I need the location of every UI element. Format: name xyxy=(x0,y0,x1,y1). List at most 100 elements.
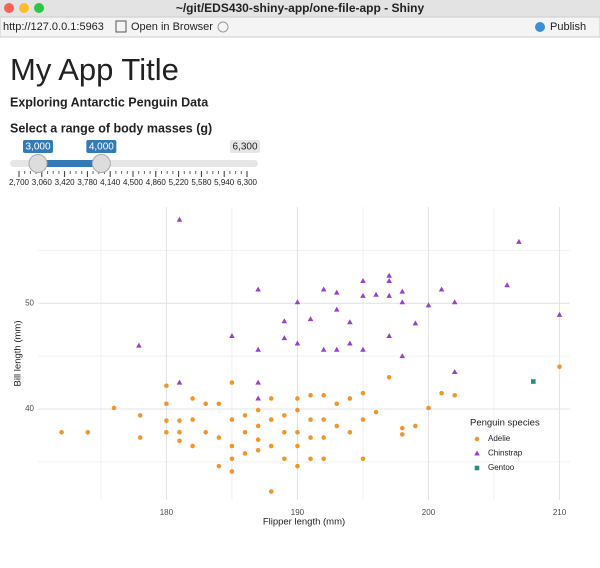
x-tick-label: 210 xyxy=(553,508,567,517)
point xyxy=(413,423,418,429)
point xyxy=(255,447,261,453)
point xyxy=(516,238,522,244)
slider-handle[interactable] xyxy=(28,154,48,173)
point xyxy=(164,401,169,407)
point xyxy=(347,340,353,346)
slider-tick-label: 2,700 xyxy=(9,178,30,187)
point xyxy=(229,333,235,339)
point xyxy=(229,456,235,462)
slider-tick-label: 5,940 xyxy=(214,178,235,187)
point xyxy=(268,443,274,449)
point xyxy=(177,430,182,435)
point xyxy=(386,374,392,380)
point xyxy=(504,282,510,288)
point xyxy=(307,316,314,322)
point xyxy=(85,430,91,435)
refresh-button[interactable] xyxy=(217,21,229,33)
legend-marker xyxy=(474,450,480,456)
point xyxy=(333,289,340,295)
open-browser-button[interactable]: Open in Browser xyxy=(131,21,213,33)
title-bar xyxy=(0,0,600,17)
point xyxy=(268,489,274,494)
slider-tick-label: 3,060 xyxy=(32,178,53,187)
point xyxy=(321,456,326,462)
point xyxy=(412,320,419,326)
point xyxy=(282,456,287,462)
point xyxy=(59,430,64,435)
point xyxy=(176,216,183,222)
point xyxy=(295,396,300,401)
publish-button[interactable]: Publish xyxy=(550,21,586,33)
point xyxy=(229,417,235,422)
close-button[interactable] xyxy=(4,3,14,13)
point xyxy=(308,456,313,462)
slider-label: Select a range of body masses (g) xyxy=(10,121,212,135)
point xyxy=(360,346,366,352)
point xyxy=(557,364,562,370)
slider-tick-label: 4,500 xyxy=(123,178,144,187)
point xyxy=(425,302,432,308)
slider-value: 3,000 xyxy=(25,142,50,153)
slider-value: 4,000 xyxy=(89,142,114,153)
point xyxy=(190,396,195,401)
legend-label: Chinstrap xyxy=(488,449,523,458)
slider-max-label: 6,300 xyxy=(232,142,257,153)
point xyxy=(176,379,183,385)
point xyxy=(451,299,458,305)
point xyxy=(137,413,143,418)
point xyxy=(320,286,327,292)
point xyxy=(177,438,182,444)
point xyxy=(399,432,405,437)
y-axis-title: Bill length (mm) xyxy=(13,321,24,387)
point xyxy=(282,430,287,435)
point xyxy=(347,430,353,435)
point xyxy=(321,417,326,422)
point xyxy=(281,318,288,324)
legend-label: Adelie xyxy=(488,434,511,443)
point xyxy=(333,306,340,312)
point xyxy=(242,430,248,435)
point xyxy=(203,401,209,407)
slider-tick-label: 3,780 xyxy=(77,178,98,187)
point xyxy=(190,417,195,422)
url: http://127.0.0.1:5963 xyxy=(3,21,104,33)
slider-badge xyxy=(23,140,53,153)
point xyxy=(308,417,313,422)
point xyxy=(136,342,142,348)
x-tick-label: 200 xyxy=(422,508,436,517)
point xyxy=(386,278,392,284)
point xyxy=(347,396,353,401)
slider-max-badge xyxy=(230,140,260,153)
point xyxy=(164,383,169,389)
publish-icon xyxy=(535,22,545,32)
x-axis-title: Flipper length (mm) xyxy=(263,517,345,528)
point xyxy=(229,380,235,385)
point xyxy=(282,413,287,418)
point xyxy=(373,409,379,415)
zoom-button[interactable] xyxy=(34,3,44,13)
point xyxy=(360,278,366,284)
point xyxy=(321,435,326,440)
app-title: My App Title xyxy=(10,52,179,87)
point xyxy=(111,405,117,411)
minimize-button[interactable] xyxy=(19,3,29,13)
slider-handle[interactable] xyxy=(91,154,111,173)
point xyxy=(294,340,301,346)
point xyxy=(426,405,431,411)
slider-tick-label: 6,300 xyxy=(237,178,258,187)
point xyxy=(255,379,261,385)
point xyxy=(281,335,288,341)
point xyxy=(229,443,235,449)
point xyxy=(386,333,392,339)
point xyxy=(373,291,379,297)
point xyxy=(229,469,235,474)
point xyxy=(255,437,261,443)
point xyxy=(360,456,366,462)
slider-tick-label: 5,220 xyxy=(169,178,190,187)
point xyxy=(452,392,457,398)
point xyxy=(308,435,313,440)
slider-tick-label: 4,860 xyxy=(146,178,167,187)
point xyxy=(556,311,563,317)
y-tick-label: 40 xyxy=(25,404,34,413)
x-tick-label: 180 xyxy=(160,508,174,517)
